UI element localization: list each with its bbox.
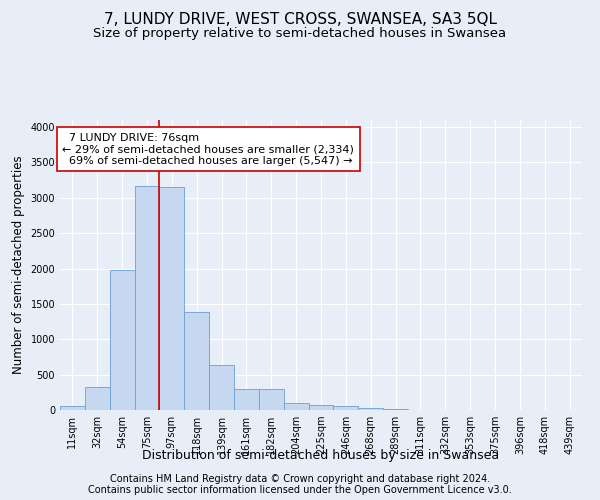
Text: Contains HM Land Registry data © Crown copyright and database right 2024.: Contains HM Land Registry data © Crown c…: [110, 474, 490, 484]
Bar: [134, 186, 160, 410]
Text: Size of property relative to semi-detached houses in Swansea: Size of property relative to semi-detach…: [94, 28, 506, 40]
Bar: [60, 406, 85, 410]
Y-axis label: Number of semi-detached properties: Number of semi-detached properties: [12, 156, 25, 374]
Bar: [234, 389, 259, 410]
Bar: [334, 406, 358, 410]
Bar: [85, 388, 110, 410]
Bar: [358, 408, 383, 410]
Bar: [308, 406, 334, 410]
Text: 7, LUNDY DRIVE, WEST CROSS, SWANSEA, SA3 5QL: 7, LUNDY DRIVE, WEST CROSS, SWANSEA, SA3…: [104, 12, 497, 28]
Bar: [259, 390, 284, 410]
Bar: [184, 312, 209, 410]
Bar: [209, 364, 234, 410]
Text: Contains public sector information licensed under the Open Government Licence v3: Contains public sector information licen…: [88, 485, 512, 495]
Bar: [284, 402, 308, 410]
Bar: [110, 270, 134, 410]
Text: 7 LUNDY DRIVE: 76sqm
← 29% of semi-detached houses are smaller (2,334)
  69% of : 7 LUNDY DRIVE: 76sqm ← 29% of semi-detac…: [62, 132, 355, 166]
Bar: [160, 187, 184, 410]
Text: Distribution of semi-detached houses by size in Swansea: Distribution of semi-detached houses by …: [142, 448, 500, 462]
